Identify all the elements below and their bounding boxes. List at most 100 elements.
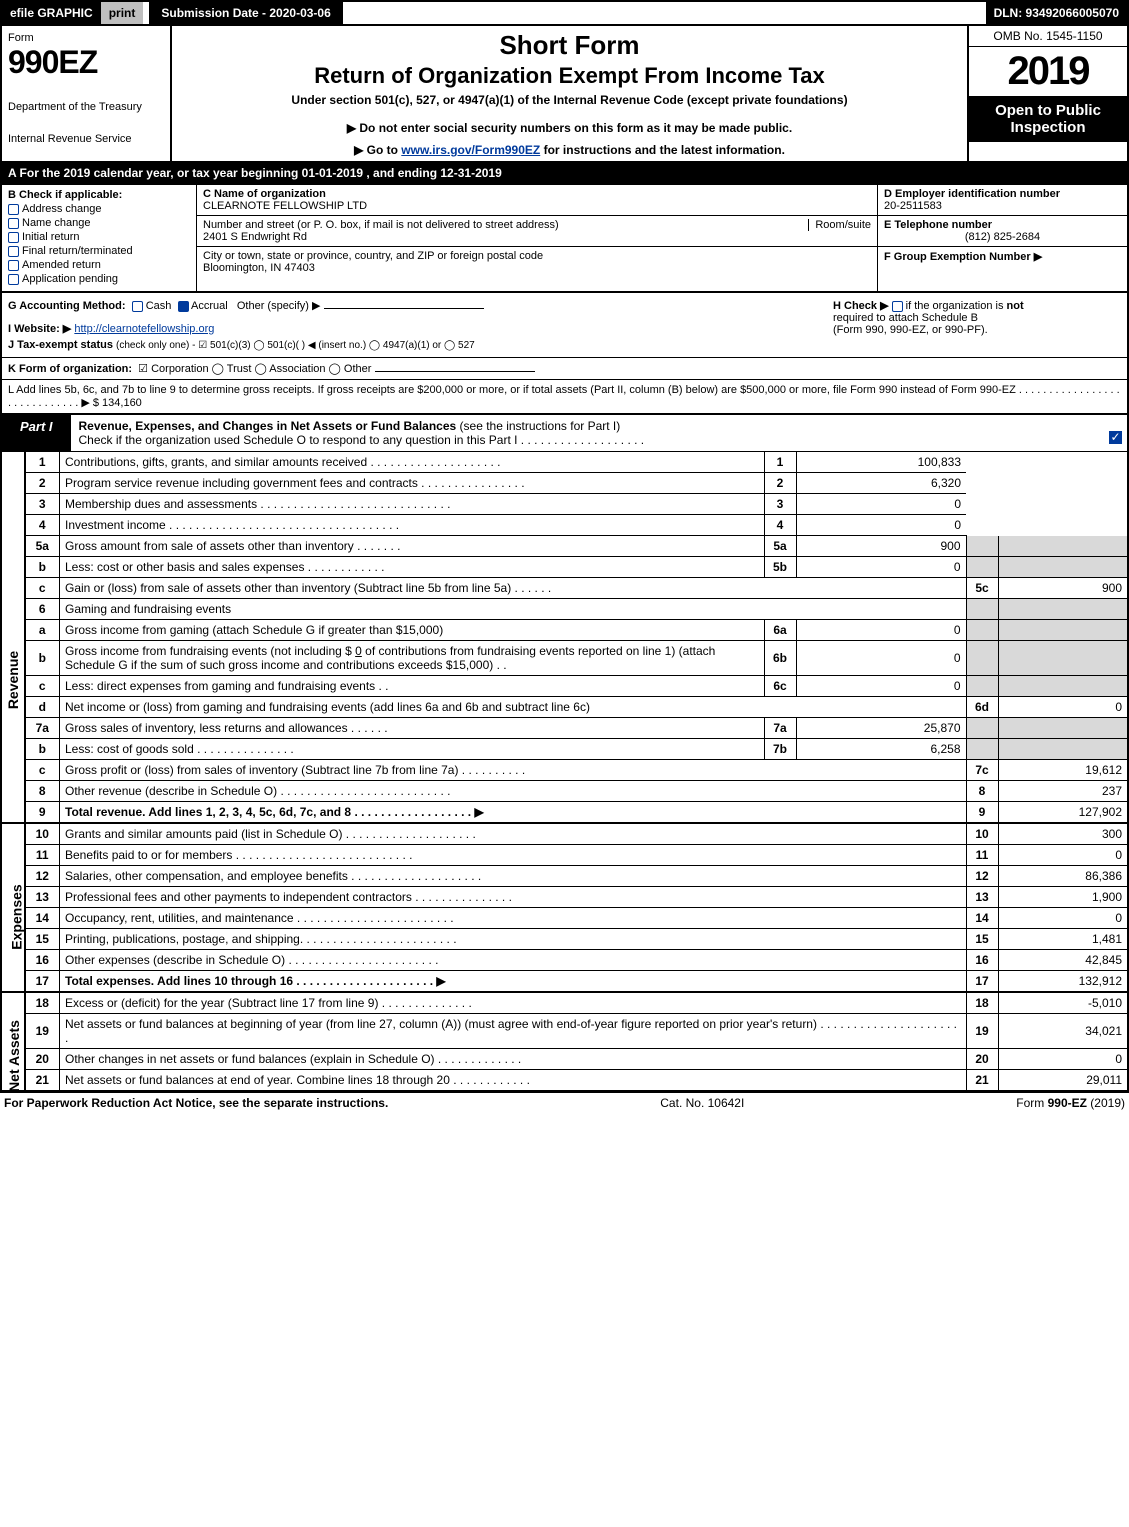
ln: a — [26, 620, 60, 641]
subval: 0 — [796, 620, 966, 641]
line-1: 1Contributions, gifts, grants, and simil… — [26, 452, 1129, 473]
other-line — [324, 308, 484, 309]
header-left: Form 990EZ Department of the Treasury In… — [2, 26, 172, 161]
line-9: 9Total revenue. Add lines 1, 2, 3, 4, 5c… — [26, 802, 1129, 824]
no: 13 — [966, 887, 998, 908]
header-right: OMB No. 1545-1150 2019 Open to Public In… — [967, 26, 1127, 161]
desc: Less: cost or other basis and sales expe… — [60, 557, 765, 578]
header-center: Short Form Return of Organization Exempt… — [172, 26, 967, 161]
no: 11 — [966, 845, 998, 866]
cb-amended: Amended return — [8, 259, 190, 271]
print-button[interactable]: print — [101, 2, 144, 24]
val: 100,833 — [796, 452, 966, 473]
ln: c — [26, 578, 60, 599]
no: 14 — [966, 908, 998, 929]
revenue-section: Revenue 1Contributions, gifts, grants, a… — [0, 452, 1129, 824]
desc: Other changes in net assets or fund bala… — [60, 1049, 967, 1070]
no: 15 — [966, 929, 998, 950]
line-20: 20Other changes in net assets or fund ba… — [26, 1049, 1129, 1070]
desc: Program service revenue including govern… — [60, 473, 765, 494]
cb-label: Final return/terminated — [22, 245, 133, 257]
checkbox-icon[interactable] — [8, 274, 19, 285]
efile-label: efile GRAPHIC — [2, 2, 101, 24]
val: 237 — [998, 781, 1128, 802]
dln-label: DLN: 93492066005070 — [986, 2, 1127, 24]
street: 2401 S Endwright Rd — [203, 231, 307, 243]
val: 1,481 — [998, 929, 1128, 950]
checkbox-icon[interactable] — [8, 204, 19, 215]
dtext: Gross amount from sale of assets other t… — [65, 539, 400, 553]
goto-link[interactable]: www.irs.gov/Form990EZ — [401, 143, 540, 157]
ln: c — [26, 676, 60, 697]
ein-label: D Employer identification number — [884, 188, 1060, 200]
row-h: H Check ▶ if the organization is not req… — [827, 293, 1127, 357]
row-l: L Add lines 5b, 6c, and 7b to line 9 to … — [0, 380, 1129, 415]
ln: 19 — [26, 1014, 60, 1049]
footer-left: For Paperwork Reduction Act Notice, see … — [4, 1096, 388, 1110]
checkbox-icon[interactable] — [8, 232, 19, 243]
val-shade — [998, 557, 1128, 578]
no: 8 — [966, 781, 998, 802]
subno: 6c — [764, 676, 796, 697]
ln: 8 — [26, 781, 60, 802]
dtext: Total expenses. Add lines 10 through 16 … — [65, 974, 446, 988]
desc: Gross amount from sale of assets other t… — [60, 536, 765, 557]
subval: 0 — [796, 641, 966, 676]
ln: 2 — [26, 473, 60, 494]
val-shade — [998, 718, 1128, 739]
footer-right: Form 990-EZ (2019) — [1016, 1096, 1125, 1110]
row-j: J Tax-exempt status (check only one) - ☑… — [8, 339, 821, 351]
fr-post: (2019) — [1087, 1096, 1125, 1110]
desc: Gaming and fundraising events — [60, 599, 967, 620]
netassets-table: 18Excess or (deficit) for the year (Subt… — [26, 993, 1129, 1092]
line-16: 16Other expenses (describe in Schedule O… — [26, 950, 1129, 971]
cb-final: Final return/terminated — [8, 245, 190, 257]
subno: 7b — [764, 739, 796, 760]
line-5a: 5aGross amount from sale of assets other… — [26, 536, 1129, 557]
checkbox-checked-icon[interactable] — [178, 301, 189, 312]
checkbox-icon[interactable] — [892, 301, 903, 312]
line-5c: cGain or (loss) from sale of assets othe… — [26, 578, 1129, 599]
line-10: 10Grants and similar amounts paid (list … — [26, 824, 1129, 845]
checkbox-checked-icon[interactable] — [1109, 431, 1122, 444]
line-12: 12Salaries, other compensation, and empl… — [26, 866, 1129, 887]
cb-address: Address change — [8, 203, 190, 215]
fr-pre: Form — [1016, 1096, 1047, 1110]
ln: 18 — [26, 993, 60, 1014]
fr-form: 990-EZ — [1048, 1096, 1087, 1110]
no: 19 — [966, 1014, 998, 1049]
no-shade — [966, 739, 998, 760]
checkbox-icon[interactable] — [8, 246, 19, 257]
form-word: Form — [8, 32, 164, 44]
checkbox-icon[interactable] — [132, 301, 143, 312]
i-label: I Website: ▶ — [8, 323, 71, 335]
no-shade — [966, 599, 998, 620]
h-t4: (Form 990, 990-EZ, or 990-PF). — [833, 324, 988, 336]
form-header: Form 990EZ Department of the Treasury In… — [0, 26, 1129, 163]
line-11: 11Benefits paid to or for members . . . … — [26, 845, 1129, 866]
dept-irs: Internal Revenue Service — [8, 133, 164, 145]
side-text: Revenue — [5, 651, 21, 709]
no: 9 — [966, 802, 998, 824]
g-label: G Accounting Method: — [8, 300, 126, 312]
row-city: City or town, state or province, country… — [197, 247, 877, 277]
subval: 6,258 — [796, 739, 966, 760]
website-link[interactable]: http://clearnotefellowship.org — [74, 323, 214, 335]
j-label: J Tax-exempt status — [8, 339, 113, 351]
checkbox-icon[interactable] — [8, 260, 19, 271]
val: 1,900 — [998, 887, 1128, 908]
grp-label: F Group Exemption Number ▶ — [884, 251, 1042, 263]
cb-label: Initial return — [22, 231, 79, 243]
line-4: 4Investment income . . . . . . . . . . .… — [26, 515, 1129, 536]
netassets-section: Net Assets 18Excess or (deficit) for the… — [0, 993, 1129, 1092]
checkbox-icon[interactable] — [8, 218, 19, 229]
line-2: 2Program service revenue including gover… — [26, 473, 1129, 494]
side-text: Net Assets — [6, 1020, 22, 1092]
ln: 7a — [26, 718, 60, 739]
desc: Gross income from gaming (attach Schedul… — [60, 620, 765, 641]
dept-treasury: Department of the Treasury — [8, 101, 164, 113]
no: 7c — [966, 760, 998, 781]
subval: 900 — [796, 536, 966, 557]
desc: Printing, publications, postage, and shi… — [60, 929, 967, 950]
period-text: A For the 2019 calendar year, or tax yea… — [8, 166, 502, 180]
